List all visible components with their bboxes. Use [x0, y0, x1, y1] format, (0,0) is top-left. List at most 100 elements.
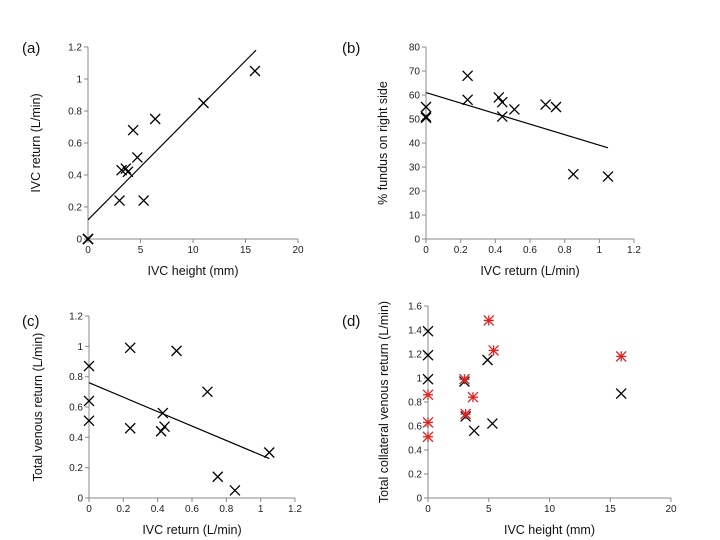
data-point-cross: [496, 96, 508, 108]
marker-stroke: [567, 168, 579, 180]
data-point-cross: [122, 166, 134, 178]
marker-stroke: [540, 99, 552, 111]
y-tick-label: 80: [409, 43, 421, 54]
y-tick-label: 0: [77, 494, 83, 505]
data-point-cross: [462, 94, 474, 106]
data-point-cross: [486, 418, 498, 430]
y-tick-label: 0.6: [68, 139, 82, 150]
data-point-cross: [550, 101, 562, 113]
trendline: [88, 382, 270, 460]
marker-stroke: [229, 484, 241, 496]
x-tick-label: 0.8: [558, 245, 572, 256]
data-point-cross: [198, 97, 209, 109]
y-tick-label: 50: [409, 115, 421, 126]
data-point-cross: [468, 425, 480, 437]
marker-stroke: [482, 354, 493, 366]
marker-stroke: [462, 94, 474, 106]
y-tick-label: 60: [409, 91, 421, 102]
y-tick-label: 70: [409, 67, 421, 78]
y-tick-label: 0.2: [68, 203, 82, 214]
data-point-cross: [420, 112, 432, 124]
data-point-cross: [567, 168, 579, 180]
data-point-cross: [229, 484, 241, 496]
data-point-cross: [482, 354, 493, 366]
data-point-cross: [493, 91, 505, 103]
marker-stroke: [615, 388, 627, 400]
panel-label: (c): [22, 313, 40, 330]
data-point-cross: [127, 124, 139, 136]
y-tick-label: 1.2: [68, 43, 82, 54]
chart-panel-2: 0 0.2 0.4 0.6 0.8 1 1.2 0 10 20 30 40 50 60 70 80 IVC re…: [342, 40, 641, 278]
data-point-cross: [201, 386, 213, 398]
marker-stroke: [508, 103, 520, 115]
x-tick-label: 0: [425, 504, 431, 515]
data-point-cross: [540, 99, 552, 111]
data-point-cross: [171, 345, 183, 357]
data-point-cross: [422, 373, 434, 385]
x-tick-label: 0.6: [523, 245, 537, 256]
data-point-red-asterisk: [422, 431, 434, 443]
y-tick-label: 0.2: [408, 470, 422, 481]
marker-stroke: [124, 342, 136, 354]
marker-stroke: [462, 70, 474, 82]
x-tick-label: 0.8: [219, 504, 233, 515]
x-axis-title: IVC return (L/min): [142, 523, 241, 537]
y-tick-label: 0: [414, 235, 420, 246]
y-tick-label: 0: [76, 235, 82, 246]
data-point-red-asterisk: [615, 350, 627, 362]
marker-stroke: [493, 91, 505, 103]
marker-stroke: [486, 418, 498, 430]
marker-stroke: [82, 233, 94, 245]
y-axis-title: Total collateral venous return (L/min): [377, 301, 391, 503]
marker-stroke: [422, 325, 434, 337]
y-tick-label: 1.2: [69, 312, 83, 323]
data-point-cross: [138, 195, 150, 207]
marker-stroke: [138, 195, 150, 207]
data-point-cross: [508, 103, 520, 115]
marker-stroke: [550, 101, 562, 113]
data-point-red-asterisk: [422, 416, 434, 428]
data-point-cross: [420, 101, 432, 113]
data-point-cross: [131, 151, 143, 163]
marker-stroke: [201, 386, 213, 398]
marker-stroke: [114, 195, 125, 207]
x-axis-title: IVC height (mm): [504, 523, 595, 537]
data-point-red-asterisk: [467, 391, 479, 403]
marker-stroke: [496, 96, 508, 108]
x-tick-label: 0.4: [151, 504, 165, 515]
marker-stroke: [468, 425, 480, 437]
data-point-cross: [422, 349, 434, 361]
data-point-red-asterisk: [458, 373, 470, 385]
data-point-cross: [124, 422, 136, 434]
y-tick-label: 0.4: [68, 171, 82, 182]
x-tick-label: 20: [292, 245, 304, 256]
marker-stroke: [83, 395, 95, 407]
marker-stroke: [420, 112, 432, 124]
y-tick-label: 0.4: [69, 433, 83, 444]
x-tick-label: 1: [597, 245, 603, 256]
y-tick-label: 0.4: [408, 446, 422, 457]
chart-panel-1: 0 5 10 15 20 0 0.2 0.4 0.6 0.8 1 1.2 IVC height (mm)…: [22, 40, 304, 278]
data-point-cross: [83, 415, 95, 427]
marker-stroke: [422, 349, 434, 361]
y-tick-label: 20: [409, 187, 421, 198]
marker-stroke: [602, 171, 614, 183]
x-tick-label: 0: [85, 245, 91, 256]
data-point-cross: [249, 65, 261, 77]
y-tick-label: 30: [409, 163, 421, 174]
marker-stroke: [83, 415, 95, 427]
marker-stroke: [198, 97, 209, 109]
y-tick-label: 1: [77, 342, 83, 353]
data-point-cross: [83, 395, 95, 407]
panel-label: (d): [342, 313, 360, 330]
data-point-cross: [420, 111, 432, 123]
data-point-cross: [212, 471, 224, 483]
x-tick-label: 10: [544, 504, 556, 515]
x-tick-label: 5: [486, 504, 492, 515]
data-point-cross: [159, 421, 170, 433]
marker-stroke: [420, 111, 432, 123]
marker-stroke: [83, 360, 95, 372]
data-point-cross: [83, 360, 95, 372]
marker-stroke: [249, 65, 261, 77]
